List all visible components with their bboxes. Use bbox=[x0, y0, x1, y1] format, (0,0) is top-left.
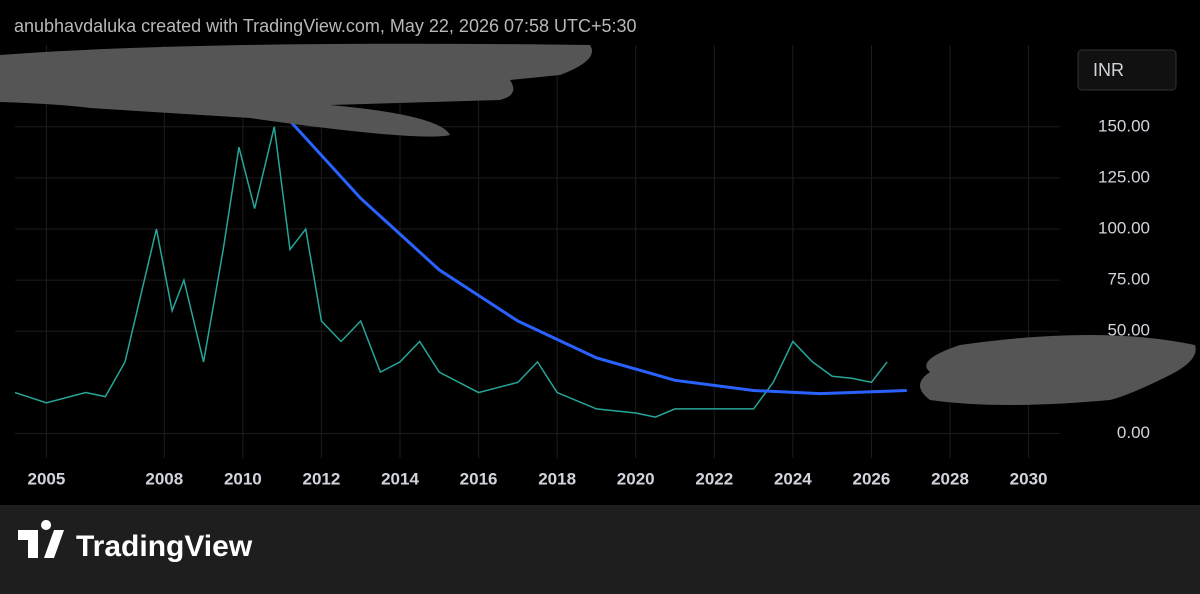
brand: TradingView bbox=[76, 530, 253, 563]
x-tick-label: 2022 bbox=[695, 469, 733, 488]
y-tick-label: 150.00 bbox=[1098, 116, 1150, 135]
x-tick-label: 2020 bbox=[617, 469, 655, 488]
y-tick-label: 125.00 bbox=[1098, 167, 1150, 186]
currency-label[interactable]: INR bbox=[1093, 60, 1124, 80]
attribution: anubhavdaluka created with TradingView.c… bbox=[14, 16, 637, 36]
scribble bbox=[0, 43, 592, 137]
x-tick-label: 2008 bbox=[145, 469, 183, 488]
x-tick-label: 2024 bbox=[774, 469, 812, 488]
y-tick-label: 0.00 bbox=[1117, 423, 1150, 442]
y-tick-label: 100.00 bbox=[1098, 218, 1150, 237]
x-tick-label: 2026 bbox=[853, 469, 891, 488]
x-tick-label: 2030 bbox=[1010, 469, 1048, 488]
price-line bbox=[14, 126, 888, 418]
x-tick-label: 2016 bbox=[460, 469, 498, 488]
redaction bbox=[0, 43, 1196, 405]
x-tick-label: 2014 bbox=[381, 469, 419, 488]
x-tick-label: 2005 bbox=[28, 469, 66, 488]
footer-bg bbox=[0, 505, 1200, 594]
currency-button[interactable] bbox=[1077, 49, 1177, 91]
x-tick-label: 2018 bbox=[538, 469, 576, 488]
x-tick-label: 2012 bbox=[303, 469, 341, 488]
logo-mark bbox=[18, 520, 64, 558]
y-tick-label: 75.00 bbox=[1107, 270, 1150, 289]
y-tick-label: 50.00 bbox=[1107, 321, 1150, 340]
price-line bbox=[284, 115, 907, 396]
scribble bbox=[920, 335, 1196, 405]
tv-logo bbox=[18, 520, 64, 558]
x-tick-label: 2028 bbox=[931, 469, 969, 488]
x-tick-label: 2010 bbox=[224, 469, 262, 488]
